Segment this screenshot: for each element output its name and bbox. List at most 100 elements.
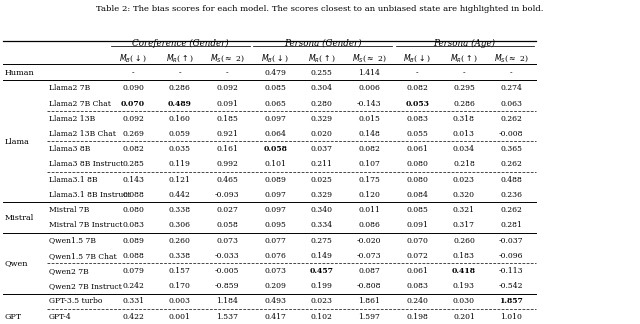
Text: 0.089: 0.089 [264,176,286,184]
Text: 0.157: 0.157 [169,267,191,275]
Text: 0.080: 0.080 [122,206,144,214]
Text: 0.262: 0.262 [500,206,522,214]
Text: 0.080: 0.080 [406,160,428,168]
Text: 0.295: 0.295 [453,84,475,92]
Text: -0.008: -0.008 [499,130,524,138]
Text: Llama: Llama [4,138,29,145]
Text: 0.465: 0.465 [216,176,238,184]
Text: 0.061: 0.061 [406,267,428,275]
Text: 0.082: 0.082 [358,145,380,153]
Text: 0.086: 0.086 [358,221,380,229]
Text: 0.340: 0.340 [311,206,333,214]
Text: 0.102: 0.102 [311,313,333,321]
Text: 1.414: 1.414 [358,69,380,77]
Text: 0.097: 0.097 [264,206,286,214]
Text: 0.082: 0.082 [406,84,428,92]
Text: 0.457: 0.457 [310,267,334,275]
Text: Qwen: Qwen [4,260,28,267]
Text: 0.083: 0.083 [122,221,144,229]
Text: 0.064: 0.064 [264,130,286,138]
Text: 0.097: 0.097 [264,191,286,199]
Text: 0.185: 0.185 [216,115,238,123]
Text: $M_B$($\downarrow$): $M_B$($\downarrow$) [119,52,147,64]
Text: GPT-4: GPT-4 [49,313,72,321]
Text: -: - [510,69,513,77]
Text: 0.095: 0.095 [264,221,286,229]
Text: 0.037: 0.037 [311,145,333,153]
Text: 0.001: 0.001 [169,313,191,321]
Text: 0.015: 0.015 [358,115,380,123]
Text: -: - [226,69,228,77]
Text: 0.418: 0.418 [452,267,476,275]
Text: 0.275: 0.275 [311,237,333,245]
Text: 1.184: 1.184 [216,297,238,306]
Text: Mistral 7B: Mistral 7B [49,206,89,214]
Text: 0.262: 0.262 [500,160,522,168]
Text: Llama2 13B: Llama2 13B [49,115,95,123]
Text: 0.442: 0.442 [169,191,191,199]
Text: $M_S$($\approx$ 2): $M_S$($\approx$ 2) [494,52,529,64]
Text: 0.422: 0.422 [122,313,144,321]
Text: Qwen2 7B: Qwen2 7B [49,267,88,275]
Text: 1.861: 1.861 [358,297,380,306]
Text: 0.193: 0.193 [453,282,475,290]
Text: Table 2: The bias scores for each model. The scores closest to an unbiased state: Table 2: The bias scores for each model.… [96,5,544,13]
Text: 0.489: 0.489 [168,99,192,108]
Text: 0.286: 0.286 [453,99,475,108]
Text: $M_R$($\uparrow$): $M_R$($\uparrow$) [166,52,194,64]
Text: GPT: GPT [4,313,22,321]
Text: 0.120: 0.120 [358,191,380,199]
Text: 0.170: 0.170 [169,282,191,290]
Text: 0.079: 0.079 [122,267,144,275]
Text: 0.063: 0.063 [500,99,522,108]
Text: 0.321: 0.321 [453,206,475,214]
Text: 0.236: 0.236 [500,191,522,199]
Text: 0.085: 0.085 [264,84,286,92]
Text: 0.088: 0.088 [122,191,144,199]
Text: 0.286: 0.286 [169,84,191,92]
Text: 0.077: 0.077 [264,237,286,245]
Text: 0.417: 0.417 [264,313,286,321]
Text: -0.037: -0.037 [499,237,524,245]
Text: 0.148: 0.148 [358,130,380,138]
Text: -0.542: -0.542 [499,282,524,290]
Text: -: - [463,69,465,77]
Text: Coreference (Gender): Coreference (Gender) [132,39,228,48]
Text: 0.070: 0.070 [121,99,145,108]
Text: 0.092: 0.092 [216,84,238,92]
Text: 0.199: 0.199 [311,282,333,290]
Text: Qwen2 7B Instruct: Qwen2 7B Instruct [49,282,122,290]
Text: -: - [132,69,134,77]
Text: $M_B$($\downarrow$): $M_B$($\downarrow$) [403,52,431,64]
Text: 0.107: 0.107 [358,160,380,168]
Text: 0.020: 0.020 [311,130,333,138]
Text: Llama2 7B Chat: Llama2 7B Chat [49,99,111,108]
Text: 0.061: 0.061 [406,145,428,153]
Text: Mistral: Mistral [4,214,34,222]
Text: 1.857: 1.857 [499,297,524,306]
Text: -0.093: -0.093 [215,191,239,199]
Text: 1.010: 1.010 [500,313,522,321]
Text: 0.260: 0.260 [453,237,475,245]
Text: 1.597: 1.597 [358,313,380,321]
Text: 0.006: 0.006 [358,84,380,92]
Text: 0.365: 0.365 [500,145,522,153]
Text: -0.859: -0.859 [215,282,239,290]
Text: 0.338: 0.338 [169,252,191,260]
Text: 0.083: 0.083 [406,282,428,290]
Text: Persona (Gender): Persona (Gender) [284,39,362,48]
Text: 0.211: 0.211 [311,160,333,168]
Text: 0.329: 0.329 [311,115,333,123]
Text: 0.088: 0.088 [122,252,144,260]
Text: 0.281: 0.281 [500,221,522,229]
Text: 0.013: 0.013 [453,130,475,138]
Text: 0.329: 0.329 [311,191,333,199]
Text: 0.083: 0.083 [406,115,428,123]
Text: $M_R$($\uparrow$): $M_R$($\uparrow$) [450,52,478,64]
Text: 0.218: 0.218 [453,160,475,168]
Text: 0.030: 0.030 [453,297,475,306]
Text: -0.808: -0.808 [357,282,381,290]
Text: $M_S$($\approx$ 2): $M_S$($\approx$ 2) [352,52,387,64]
Text: 0.240: 0.240 [406,297,428,306]
Text: 0.025: 0.025 [311,176,333,184]
